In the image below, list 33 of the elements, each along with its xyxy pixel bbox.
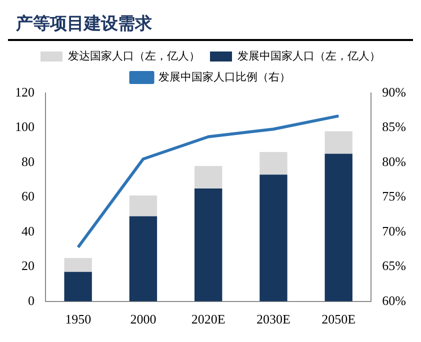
bar xyxy=(64,272,92,302)
bar xyxy=(129,216,158,302)
y2-tick-label: 85% xyxy=(382,119,406,134)
bar xyxy=(260,152,288,175)
x-tick-label: 2050E xyxy=(322,312,356,327)
x-tick-label: 1950 xyxy=(65,312,92,327)
y-tick-label: 40 xyxy=(22,223,34,238)
x-tick-label: 2020E xyxy=(191,312,226,327)
bar xyxy=(64,258,92,272)
bar xyxy=(194,188,222,302)
bar xyxy=(324,131,352,154)
x-tick-label: 2030E xyxy=(256,312,290,327)
y-tick-label: 80 xyxy=(22,154,34,169)
y-tick-label: 120 xyxy=(15,84,34,100)
y2-tick-label: 65% xyxy=(382,258,406,274)
bar xyxy=(194,166,222,189)
y2-tick-label: 90% xyxy=(382,84,406,100)
legend-label: 发展中国家人口（左，亿人） xyxy=(238,49,380,62)
y-tick-label: 20 xyxy=(22,258,34,274)
y-tick-label: 60 xyxy=(22,188,34,204)
y2-tick-label: 75% xyxy=(382,188,406,204)
x-tick-label: 2000 xyxy=(130,312,156,327)
y2-tick-label: 80% xyxy=(382,154,406,169)
bar xyxy=(260,174,288,302)
y-tick-label: 0 xyxy=(28,292,34,308)
legend-label: 发达国家人口（左，亿人） xyxy=(68,49,200,62)
chart-title: 产等项目建设需求 xyxy=(8,8,413,41)
legend-label: 发展中国家人口比例（右） xyxy=(158,70,290,84)
bar xyxy=(129,195,158,216)
y2-tick-label: 70% xyxy=(382,223,406,238)
bar xyxy=(324,154,352,302)
y2-tick-label: 60% xyxy=(382,292,406,308)
y-tick-label: 100 xyxy=(15,119,34,134)
